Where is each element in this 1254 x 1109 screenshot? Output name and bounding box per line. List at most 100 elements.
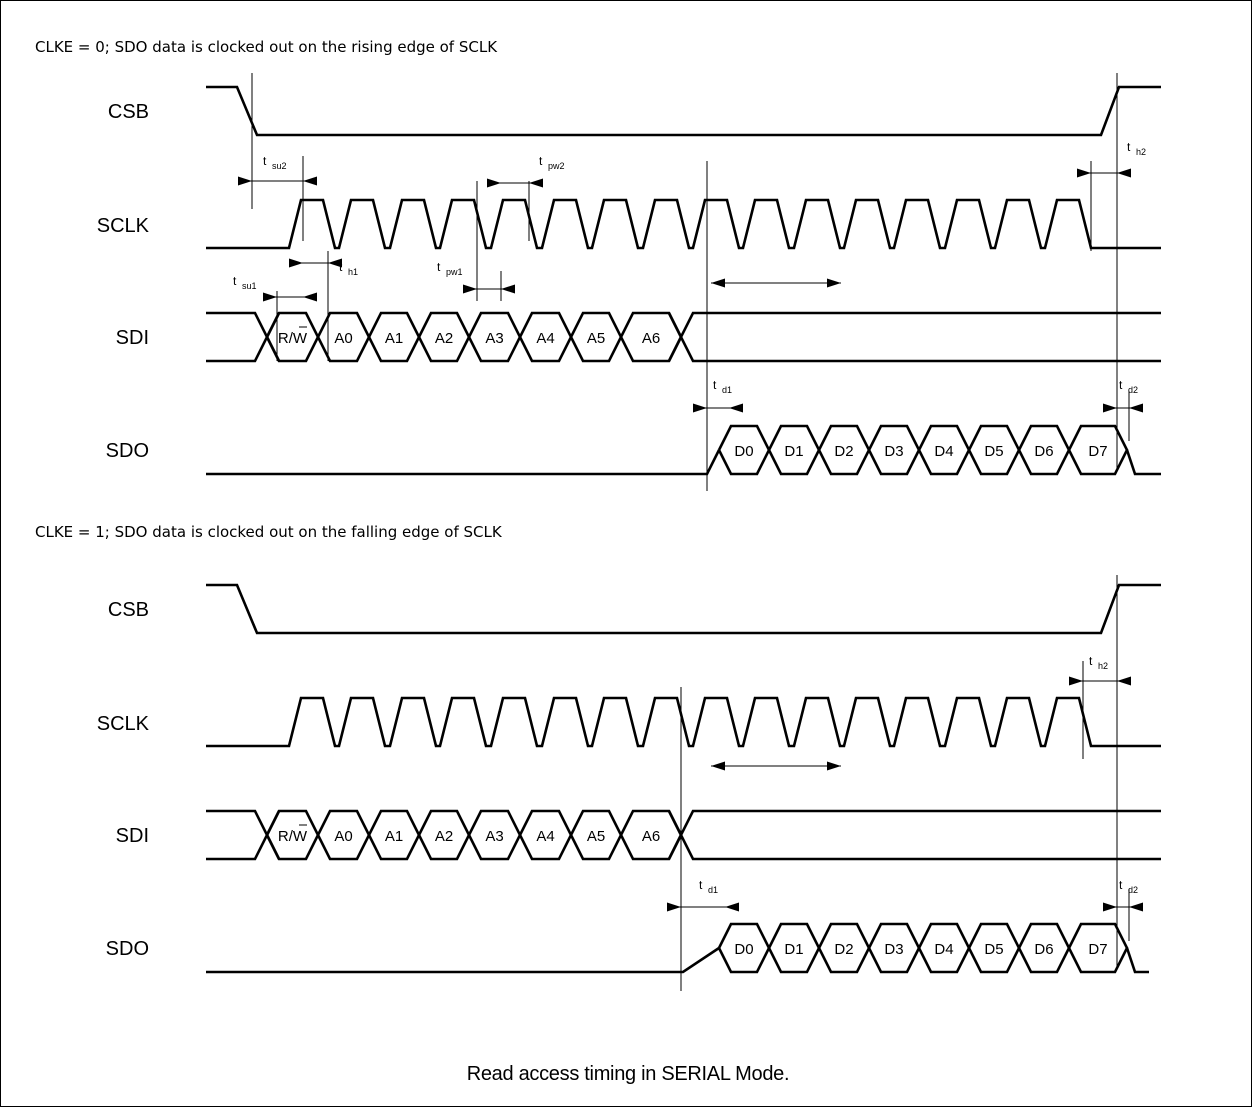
- sec0-sdo-cell-7: D7: [1088, 443, 1107, 460]
- sec1-sdo-cell-7: D7: [1088, 941, 1107, 958]
- sec0-signal-label-sdi: SDI: [116, 327, 149, 349]
- sec0-sdi-cell-2: A1: [385, 330, 403, 347]
- sec1-sdi-cell-5: A4: [536, 828, 554, 845]
- sec0-signal-label-sdo: SDO: [106, 440, 149, 462]
- sec0-tpw2-dimension-arrow-left: [487, 178, 501, 188]
- sec0-label-tpw2-sub: pw2: [548, 161, 565, 171]
- sec0-sdo-cell-0: D0: [734, 443, 753, 460]
- sec0-tsu2-dimension-arrow-left: [238, 176, 252, 186]
- sec0-sdi-cell-3: A2: [435, 330, 453, 347]
- sec0-sdi-cell-1: A0: [334, 330, 352, 347]
- sec0-sdo-cell-6: D6: [1034, 443, 1053, 460]
- sec1-turnaround-arrow-arrow-left: [711, 761, 725, 771]
- sec0-label-tsu2-sub: su2: [272, 161, 287, 171]
- sec0-label-td2-t: t: [1119, 378, 1123, 392]
- sec0-sdi-cell-7: A6: [642, 330, 660, 347]
- sec1-sdi-cell-7: A6: [642, 828, 660, 845]
- sec1-sdi-cell-1: A0: [334, 828, 352, 845]
- sec0-signal-label-sclk: SCLK: [97, 215, 150, 237]
- sec1-signal-label-sclk: SCLK: [97, 713, 150, 735]
- sec0-label-th1-t: t: [339, 260, 343, 274]
- sec0-sdi-cell-4: A3: [485, 330, 503, 347]
- sec1-td1-dimension-arrow-left: [667, 902, 681, 912]
- sec1-sdi-cell-3: A2: [435, 828, 453, 845]
- sec0-td1-dimension-arrow-right: [729, 403, 743, 413]
- sec0-label-tpw1-t: t: [437, 260, 441, 274]
- sec0-th2-dimension-arrow-right: [1117, 168, 1131, 178]
- sec1-signal-label-sdi: SDI: [116, 825, 149, 847]
- sec0-tsu2-dimension-arrow-right: [303, 176, 317, 186]
- sec0-csb-wave: [206, 85, 1161, 137]
- sec1-sdo-tail: [1125, 947, 1149, 974]
- sec1-sdi-lead-top: [206, 809, 281, 860]
- sec0-tpw1-dimension-arrow-left: [463, 284, 477, 294]
- sec1-sdi-lead-bottom: [206, 810, 281, 861]
- sec1-sdo-cell-0: D0: [734, 941, 753, 958]
- sec0-sdi-cell-5: A4: [536, 330, 554, 347]
- sec0-tpw1-dimension-arrow-right: [501, 284, 515, 294]
- sec0-label-th1-sub: h1: [348, 267, 358, 277]
- sec0-sdi-cell-0: R/W: [278, 330, 308, 347]
- sec0-turnaround-arrow-arrow-right: [827, 278, 841, 288]
- sec1-td2-dimension-arrow-right: [1129, 902, 1143, 912]
- sec0-turnaround-arrow-arrow-left: [711, 278, 725, 288]
- sec0-sdo-cell-2: D2: [834, 443, 853, 460]
- sec1-sdo-cell-1: D1: [784, 941, 803, 958]
- sec1-td1-dimension-arrow-right: [725, 902, 739, 912]
- sec0-td2-dimension-arrow-right: [1129, 403, 1143, 413]
- sec0-sdi-cell-6: A5: [587, 330, 605, 347]
- sec1-sdi-tail-top: [667, 809, 1161, 838]
- sec1-sdi-cell-0: R/W: [278, 828, 308, 845]
- sec0-sclk-wave: [206, 198, 1161, 250]
- sec0-sdo-cell-4: D4: [934, 443, 953, 460]
- sec1-sdo-cell-4: D4: [934, 941, 953, 958]
- sec1-label-td2-t: t: [1119, 878, 1123, 892]
- sec0-label-td1-t: t: [713, 378, 717, 392]
- sec1-label-th2-t: t: [1089, 654, 1093, 668]
- sec1-sdi-cell-2: A1: [385, 828, 403, 845]
- sec1-label-td1-sub: d1: [708, 885, 718, 895]
- section-title-clke1: CLKE = 1; SDO data is clocked out on the…: [35, 523, 502, 541]
- sec0-sdi-tail-bottom: [667, 334, 1161, 363]
- sec0-th2-dimension-arrow-left: [1077, 168, 1091, 178]
- sec0-sdo-cell-3: D3: [884, 443, 903, 460]
- sec1-sdo-cell-3: D3: [884, 941, 903, 958]
- sec0-tsu1-dimension-arrow-left: [263, 292, 277, 302]
- sec1-sdo-lead: [206, 946, 720, 974]
- sec0-th1-dimension-arrow-left: [289, 258, 303, 268]
- sec1-th2-dimension-arrow-left: [1069, 676, 1083, 686]
- sec1-signal-label-csb: CSB: [108, 599, 149, 621]
- sec0-sdi-tail-top: [667, 311, 1161, 340]
- sec1-label-td2-sub: d2: [1128, 885, 1138, 895]
- sec0-label-td1-sub: d1: [722, 385, 732, 395]
- sec1-sdi-cell-4: A3: [485, 828, 503, 845]
- sec1-sdi-tail-bottom: [667, 832, 1161, 861]
- sec0-th1-dimension-arrow-right: [328, 258, 342, 268]
- sec0-signal-label-csb: CSB: [108, 101, 149, 123]
- sec1-th2-dimension-arrow-right: [1117, 676, 1131, 686]
- sec1-csb-wave: [206, 583, 1161, 635]
- sec0-label-th2-sub: h2: [1136, 147, 1146, 157]
- sec0-sdo-cell-5: D5: [984, 443, 1003, 460]
- sec1-td2-dimension-arrow-left: [1103, 902, 1117, 912]
- sec1-signal-label-sdo: SDO: [106, 938, 149, 960]
- sec0-label-tsu1-t: t: [233, 274, 237, 288]
- sec0-label-td2-sub: d2: [1128, 385, 1138, 395]
- sec0-sdo-tail: [1125, 449, 1161, 476]
- sec0-label-tpw2-t: t: [539, 154, 543, 168]
- sec0-tsu1-dimension-arrow-right: [303, 292, 317, 302]
- sec1-sdo-cell-6: D6: [1034, 941, 1053, 958]
- sec0-td2-dimension-arrow-left: [1103, 403, 1117, 413]
- sec1-label-th2-sub: h2: [1098, 661, 1108, 671]
- section-title-clke0: CLKE = 0; SDO data is clocked out on the…: [35, 38, 498, 56]
- sec0-label-th2-t: t: [1127, 140, 1131, 154]
- figure-caption: Read access timing in SERIAL Mode.: [466, 1063, 790, 1085]
- sec0-sdo-cell-1: D1: [784, 443, 803, 460]
- sec1-turnaround-arrow-arrow-right: [827, 761, 841, 771]
- sec1-sdo-cell-2: D2: [834, 941, 853, 958]
- sec0-td1-dimension-arrow-left: [693, 403, 707, 413]
- sec0-label-tsu2-t: t: [263, 154, 267, 168]
- sec0-tpw2-dimension-arrow-right: [529, 178, 543, 188]
